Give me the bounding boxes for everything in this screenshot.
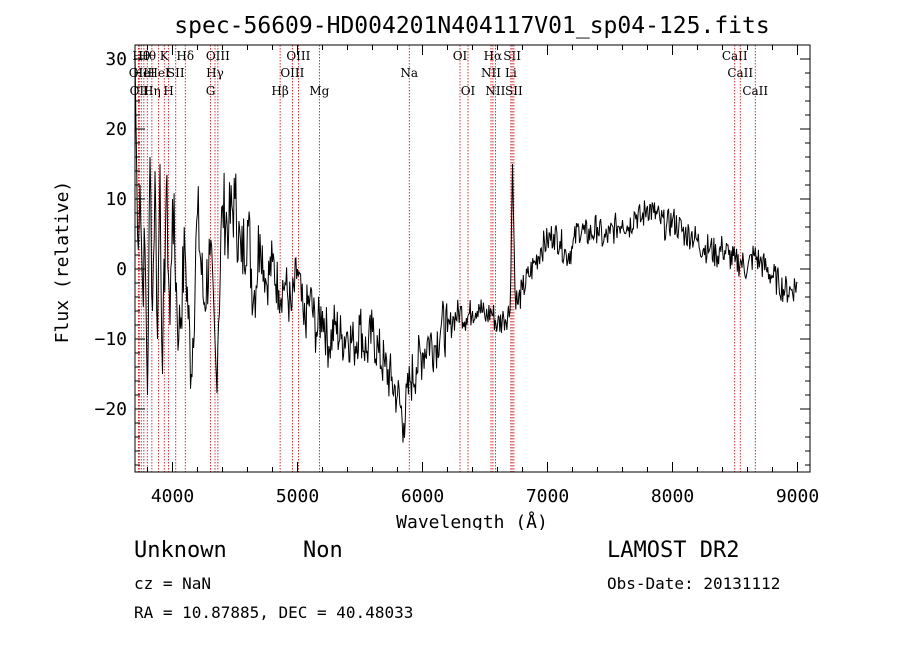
x-tick-label: 6000 (401, 486, 444, 507)
marker-label: OI (461, 84, 476, 98)
marker-label: H (163, 84, 173, 98)
marker-label: CaII (722, 49, 748, 63)
y-axis-label: Flux (relative) (52, 181, 73, 344)
object-subclass: Non (303, 538, 343, 563)
marker-label: OIII (206, 49, 230, 63)
x-tick-label: 8000 (651, 486, 694, 507)
redshift-text: cz = NaN (134, 574, 212, 593)
marker-label: CaII (742, 84, 768, 98)
y-axis: −20 −10 0 10 20 30 (94, 44, 810, 466)
marker-label: SII (503, 49, 521, 63)
object-class: Unknown (134, 538, 227, 563)
y-tick-label: 30 (105, 49, 127, 70)
plot-frame (134, 44, 811, 473)
marker-label: K (160, 49, 170, 63)
marker-label: NII (481, 66, 501, 80)
y-tick-label: 20 (105, 119, 127, 140)
marker-label: Mg (309, 84, 329, 98)
marker-label: Li (505, 66, 517, 80)
x-axis: 4000 5000 6000 7000 8000 9000 (147, 45, 819, 507)
chart-title: spec-56609-HD004201N404117V01_sp04-125.f… (174, 13, 769, 39)
line-markers: OIIOIIHθHeIHθHηHeIKHSIIHδGHγOIIIHβOIIIOI… (129, 45, 768, 472)
y-tick-label: 0 (116, 259, 127, 280)
marker-label: NII (485, 84, 505, 98)
x-tick-label: 9000 (776, 486, 819, 507)
y-tick-label: 10 (105, 189, 127, 210)
obs-date-text: Obs-Date: 20131112 (607, 574, 781, 593)
marker-label: Hη (143, 84, 161, 98)
marker-label: OIII (280, 66, 304, 80)
x-tick-label: 7000 (526, 486, 569, 507)
coordinates-text: RA = 10.87885, DEC = 40.48033 (134, 603, 414, 622)
survey-name: LAMOST DR2 (607, 538, 740, 563)
marker-label: Hα (484, 49, 503, 63)
marker-label: G (206, 84, 216, 98)
x-axis-label: Wavelength (Å) (396, 511, 548, 530)
y-tick-label: −10 (94, 329, 127, 350)
marker-label: Hγ (206, 66, 224, 80)
marker-label: HeI (133, 66, 156, 80)
x-tick-label: 4000 (151, 486, 194, 507)
marker-label: OIII (286, 49, 310, 63)
spectrum-chart: spec-56609-HD004201N404117V01_sp04-125.f… (52, 13, 819, 530)
spectrum-line (134, 51, 798, 443)
marker-label: Na (400, 66, 418, 80)
marker-label: SII (167, 66, 185, 80)
marker-label: Hθ (138, 49, 156, 63)
marker-label: SII (505, 84, 523, 98)
marker-label: CaII (727, 66, 753, 80)
marker-label: Hβ (271, 84, 288, 98)
marker-label: Hδ (176, 49, 194, 63)
marker-label: OI (453, 49, 468, 63)
x-tick-label: 5000 (276, 486, 319, 507)
y-tick-label: −20 (94, 399, 127, 420)
